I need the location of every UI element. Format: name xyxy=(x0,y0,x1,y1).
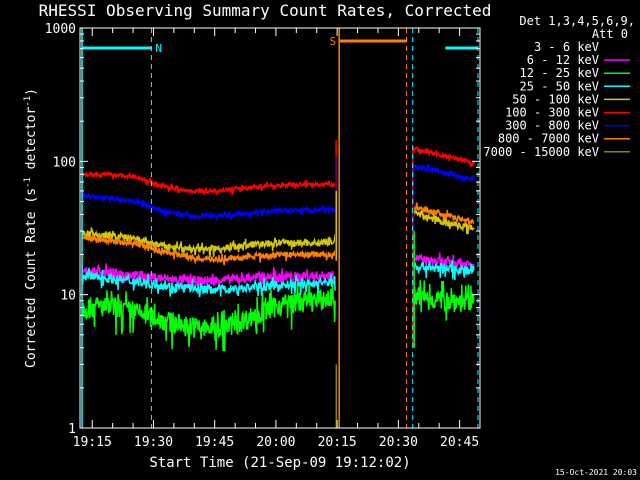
legend-label: 300 - 800 keV xyxy=(505,119,599,133)
series-line-right xyxy=(411,260,475,281)
legend-label: 6 - 12 keV xyxy=(527,53,599,67)
series-line-right xyxy=(411,280,475,321)
series-line-left xyxy=(81,170,336,197)
night-flag-label: N xyxy=(155,42,162,55)
legend-label: 800 - 7000 keV xyxy=(498,132,599,146)
x-axis-label: Start Time (21-Sep-09 19:12:02) xyxy=(149,455,410,471)
x-tick-label: 19:30 xyxy=(134,435,173,450)
legend-label: 25 - 50 keV xyxy=(520,79,599,93)
x-tick-label: 20:15 xyxy=(318,435,357,450)
series-line-left xyxy=(81,282,336,352)
y-tick-label: 1000 xyxy=(45,22,76,37)
generation-timestamp: 15-Oct-2021 20:03 xyxy=(555,468,637,477)
x-tick-label: 19:15 xyxy=(73,435,112,450)
series-line-left xyxy=(81,232,336,266)
legend-label: 12 - 25 keV xyxy=(520,66,599,80)
legend-label: 50 - 100 keV xyxy=(512,92,599,106)
x-tick-label: 20:30 xyxy=(379,435,418,450)
x-tick-label: 19:45 xyxy=(195,435,234,450)
series-line-left xyxy=(81,191,336,222)
y-axis-label: Corrected Count Rate (s-1 detector-1) xyxy=(23,88,39,368)
legend-header-line-1: Det 1,3,4,5,6,9, xyxy=(519,14,635,28)
series-line-left xyxy=(81,267,336,298)
chart-title: RHESSI Observing Summary Count Rates, Co… xyxy=(39,1,492,20)
series-line-right xyxy=(412,146,475,168)
legend-label: 7000 - 15000 keV xyxy=(483,145,599,159)
y-tick-label: 1 xyxy=(68,422,76,437)
series-line-left xyxy=(81,227,336,258)
y-tick-label: 10 xyxy=(60,289,76,304)
series-line-right xyxy=(412,202,475,228)
legend-label: 3 - 6 keV xyxy=(534,40,599,54)
series-line-right xyxy=(411,209,475,235)
x-tick-label: 20:00 xyxy=(256,435,295,450)
legend-label: 100 - 300 keV xyxy=(505,106,599,120)
legend-header-line-2: Att 0 xyxy=(592,27,628,41)
series-line-right xyxy=(412,162,475,183)
plot-frame xyxy=(79,27,481,429)
x-tick-label: 20:45 xyxy=(440,435,479,450)
saa-flag-label: S xyxy=(330,35,337,48)
y-tick-label: 100 xyxy=(53,155,76,170)
